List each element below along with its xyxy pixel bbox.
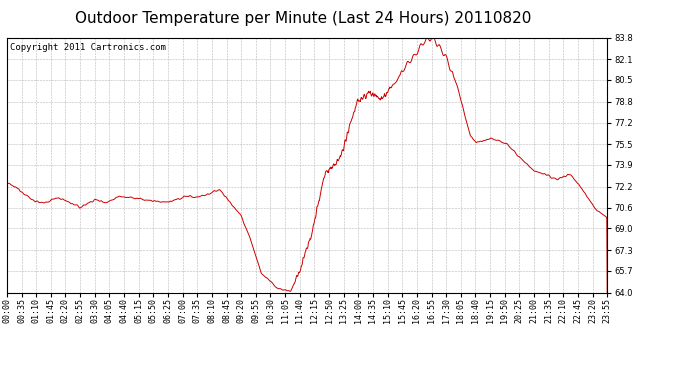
Text: Copyright 2011 Cartronics.com: Copyright 2011 Cartronics.com — [10, 43, 166, 52]
Text: Outdoor Temperature per Minute (Last 24 Hours) 20110820: Outdoor Temperature per Minute (Last 24 … — [75, 11, 532, 26]
